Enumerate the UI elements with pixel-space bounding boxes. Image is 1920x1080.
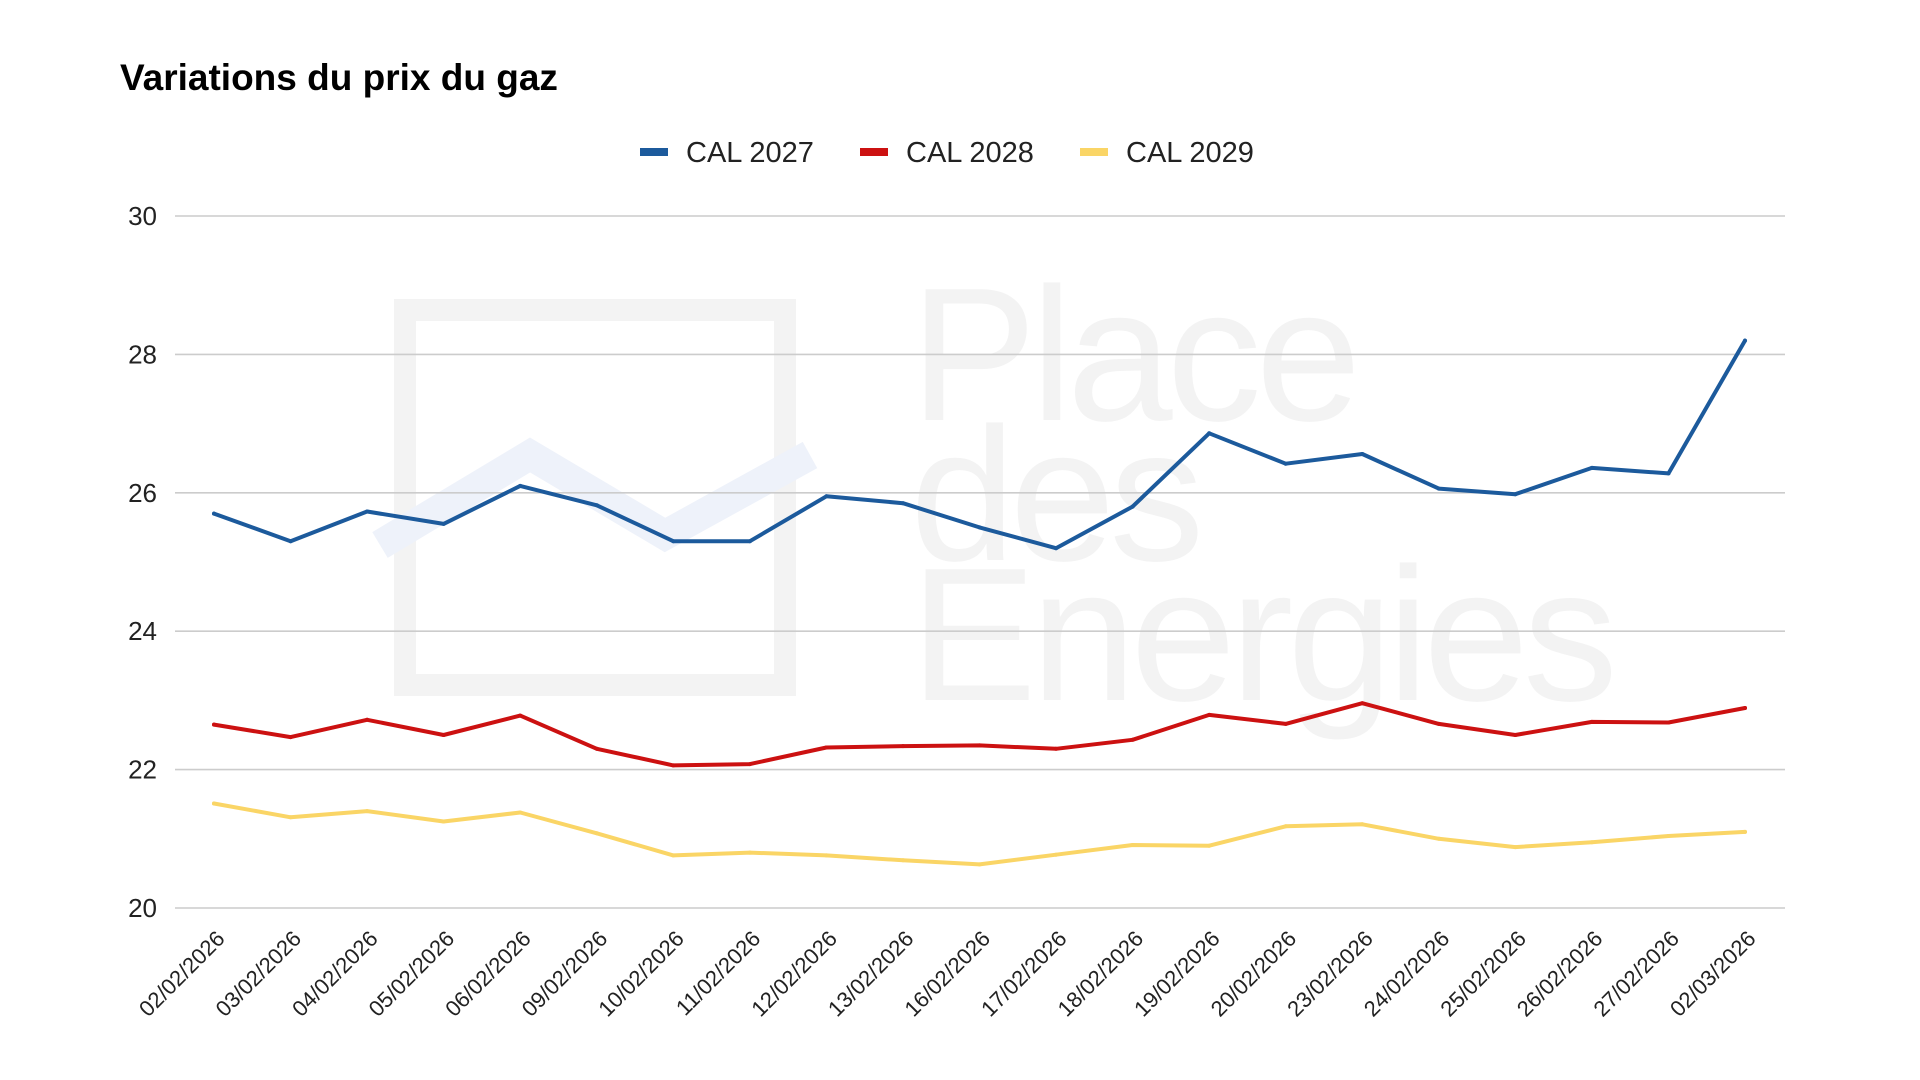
- data-point: [212, 801, 216, 806]
- data-point: [518, 713, 523, 718]
- data-point: [365, 809, 370, 814]
- data-point: [1207, 843, 1212, 848]
- data-point: [1589, 840, 1594, 845]
- data-point: [1513, 733, 1518, 737]
- data-point: [1589, 719, 1594, 724]
- data-point: [1436, 836, 1441, 841]
- data-point: [824, 494, 829, 499]
- data-point: [977, 862, 982, 867]
- data-point: [594, 831, 599, 836]
- data-point: [1130, 737, 1135, 742]
- data-point: [747, 762, 752, 767]
- data-point: [1283, 824, 1288, 829]
- y-tick-label: 26: [128, 478, 157, 508]
- series-group: [212, 338, 1747, 867]
- watermark-chevron-icon: [372, 437, 818, 558]
- data-point: [901, 744, 905, 749]
- y-tick-label: 30: [128, 201, 157, 231]
- data-point: [1360, 452, 1365, 456]
- y-axis-ticks: 20 22 24 26 28 30: [128, 201, 157, 923]
- data-point: [365, 509, 370, 514]
- data-point: [901, 858, 905, 863]
- data-point: [901, 501, 905, 506]
- data-point: [1207, 431, 1212, 436]
- data-point: [1130, 843, 1135, 847]
- data-point: [365, 717, 370, 722]
- data-point: [288, 815, 293, 820]
- data-point: [1360, 822, 1365, 827]
- data-point: [1666, 834, 1671, 838]
- data-point: [1130, 504, 1135, 509]
- data-point: [594, 746, 599, 751]
- data-point: [1743, 706, 1747, 710]
- data-point: [747, 850, 752, 855]
- data-point: [1743, 338, 1747, 343]
- data-point: [1666, 471, 1671, 476]
- data-point: [288, 735, 293, 740]
- legend: CAL 2027 CAL 2028 CAL 2029: [640, 137, 1254, 169]
- data-point: [288, 539, 293, 544]
- data-point: [1513, 845, 1518, 850]
- data-point: [824, 745, 829, 750]
- data-point: [1283, 461, 1288, 466]
- data-point: [1513, 492, 1518, 497]
- data-point: [1436, 721, 1441, 726]
- data-point: [747, 539, 752, 544]
- y-tick-label: 24: [128, 616, 157, 646]
- data-point: [441, 521, 446, 526]
- watermark-frame-icon: [394, 299, 796, 696]
- chart-title: Variations du prix du gaz: [120, 57, 558, 98]
- data-point: [671, 853, 676, 858]
- data-point: [1054, 852, 1058, 857]
- series-line-cal-2029: [212, 801, 1747, 867]
- legend-label: CAL 2027: [686, 137, 814, 169]
- x-axis-ticks: 02/02/202603/02/202604/02/202605/02/2026…: [134, 926, 1761, 1022]
- data-point: [441, 733, 446, 737]
- data-point: [1054, 746, 1058, 751]
- watermark-logo: Place des Energies: [372, 249, 1618, 741]
- data-point: [518, 810, 523, 815]
- data-point: [1283, 721, 1288, 726]
- data-point: [212, 511, 216, 516]
- data-point: [594, 503, 599, 508]
- data-point: [441, 819, 446, 824]
- y-tick-label: 20: [128, 893, 157, 923]
- data-point: [824, 853, 829, 858]
- watermark-text-line-2: des: [910, 389, 1198, 601]
- data-point: [977, 743, 982, 748]
- gridlines: [175, 215, 1785, 909]
- data-point: [977, 525, 982, 530]
- legend-label: CAL 2028: [906, 137, 1034, 169]
- data-point: [518, 483, 523, 488]
- data-point: [671, 763, 676, 768]
- data-point: [1436, 486, 1441, 491]
- data-point: [1589, 465, 1594, 470]
- y-tick-label: 28: [128, 339, 157, 369]
- data-point: [1743, 829, 1747, 834]
- y-tick-label: 22: [128, 755, 157, 785]
- legend-label: CAL 2029: [1126, 137, 1254, 169]
- data-point: [1054, 546, 1058, 551]
- data-point: [1207, 712, 1212, 717]
- data-point: [212, 722, 216, 727]
- data-point: [671, 539, 676, 544]
- data-point: [1666, 720, 1671, 725]
- watermark-text-line-3: Energies: [910, 529, 1612, 741]
- data-point: [1360, 701, 1365, 706]
